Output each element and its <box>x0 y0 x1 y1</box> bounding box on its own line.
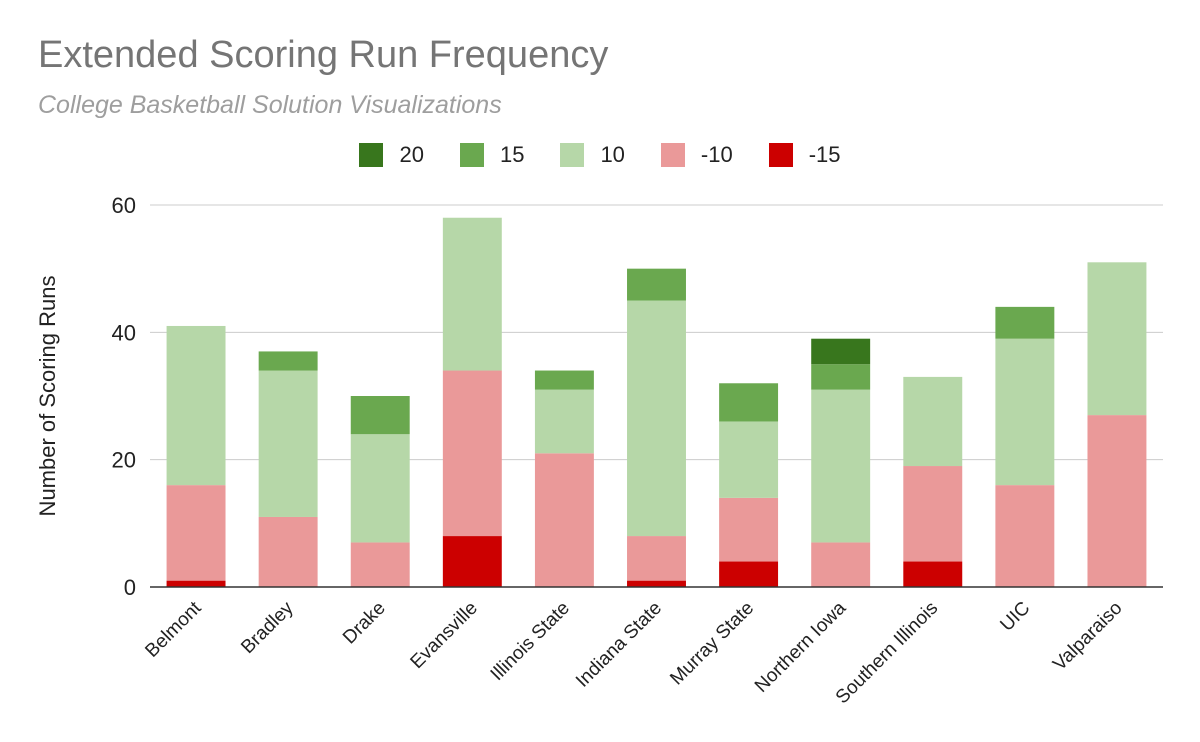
bar-segment[interactable] <box>811 542 871 587</box>
legend-swatch <box>768 143 793 167</box>
y-tick-label: 0 <box>124 575 136 600</box>
legend-item-minus-10[interactable]: -10 <box>660 142 733 168</box>
bar-segment[interactable] <box>442 370 502 537</box>
legend-swatch <box>660 143 685 167</box>
bar-segment[interactable] <box>627 268 686 301</box>
legend-item-10[interactable]: 10 <box>560 142 625 168</box>
bar-segment[interactable] <box>719 383 779 422</box>
bar-segment[interactable] <box>995 306 1055 339</box>
bar-segment[interactable] <box>166 485 226 581</box>
legend-label: 15 <box>499 142 525 167</box>
bar-segment[interactable] <box>719 561 779 587</box>
x-tick-label: UIC <box>996 598 1034 636</box>
x-tick-label: Northern Iowa <box>751 597 851 697</box>
bar-segment[interactable] <box>903 466 963 562</box>
legend-swatch <box>560 143 585 167</box>
bar-segment[interactable] <box>258 370 318 517</box>
bar-segment[interactable] <box>442 217 502 371</box>
chart-subtitle: College Basketball Solution Visualizatio… <box>38 91 502 119</box>
legend-swatch <box>359 143 384 167</box>
x-tick-label: Valparaiso <box>1049 598 1126 675</box>
x-tick-label: Indiana State <box>572 598 666 692</box>
bar-segment[interactable] <box>719 497 779 562</box>
bar-segment[interactable] <box>995 338 1055 486</box>
y-tick-label: 20 <box>112 448 136 473</box>
bar-segment[interactable] <box>903 376 963 467</box>
bar-segment[interactable] <box>350 396 410 435</box>
bar-segment[interactable] <box>166 325 226 486</box>
bar-segment[interactable] <box>166 580 226 587</box>
chart-title: Extended Scoring Run Frequency <box>38 34 609 76</box>
legend-swatch <box>459 143 484 167</box>
legend: 20 15 10 -10 -15 <box>0 142 1200 168</box>
x-tick-label: Belmont <box>141 597 206 662</box>
x-tick-label: Evansville <box>407 598 482 673</box>
y-tick-label: 60 <box>112 193 136 218</box>
legend-item-minus-15[interactable]: -15 <box>768 142 841 168</box>
x-tick-label: Illinois State <box>487 598 574 685</box>
bar-segment[interactable] <box>442 536 502 587</box>
bar-segment[interactable] <box>534 389 594 454</box>
bar-segment[interactable] <box>1087 262 1147 416</box>
bar-segment[interactable] <box>350 542 410 587</box>
bar-segment[interactable] <box>258 351 318 371</box>
bar-segment[interactable] <box>627 536 686 581</box>
legend-item-15[interactable]: 15 <box>459 142 525 168</box>
y-tick-label: 40 <box>112 320 136 345</box>
bar-segment[interactable] <box>534 453 594 587</box>
x-tick-label: Murray State <box>666 598 758 690</box>
bar-segment[interactable] <box>627 300 686 537</box>
legend-label: 20 <box>399 142 424 167</box>
bar-segment[interactable] <box>258 516 318 587</box>
legend-item-20[interactable]: 20 <box>359 142 424 168</box>
bar-segment[interactable] <box>811 338 871 365</box>
y-axis-title: Number of Scoring Runs <box>35 276 60 517</box>
bar-segment[interactable] <box>811 364 871 390</box>
legend-label: 10 <box>600 142 625 167</box>
bar-segment[interactable] <box>995 485 1055 587</box>
bar-segment[interactable] <box>627 580 686 587</box>
bar-segment[interactable] <box>1087 415 1147 587</box>
legend-label: -10 <box>700 142 733 167</box>
bar-segment[interactable] <box>903 561 963 587</box>
legend-label: -15 <box>808 142 841 167</box>
x-tick-label: Bradley <box>237 597 298 658</box>
x-tick-label: Drake <box>339 598 390 649</box>
bar-segment[interactable] <box>811 389 871 543</box>
bar-segment[interactable] <box>534 370 594 390</box>
bar-segment[interactable] <box>350 434 410 543</box>
bar-segment[interactable] <box>719 421 779 498</box>
